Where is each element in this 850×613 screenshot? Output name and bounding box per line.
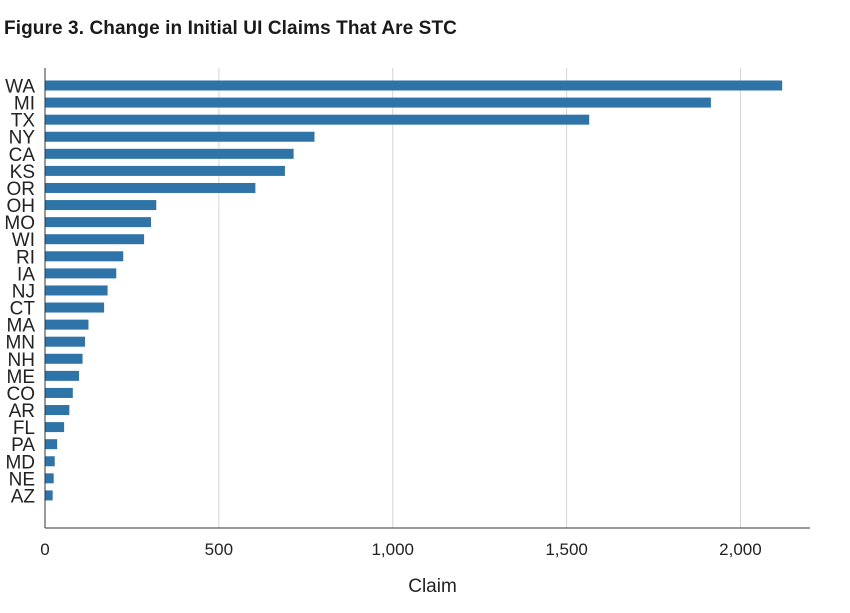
category-label-pa: PA [11,435,35,456]
x-tick-label-0: 0 [40,540,49,559]
bar-co [45,387,73,398]
category-label-ks: KS [10,162,35,183]
bar-ri [45,251,124,262]
bar-ia [45,268,117,279]
category-label-ar: AR [9,401,35,422]
bar-nj [45,285,108,296]
bar-mi [45,97,711,108]
x-tick-label-1: 500 [205,540,233,559]
category-label-co: CO [7,384,36,405]
category-label-ia: IA [17,264,35,285]
bar-ct [45,302,105,313]
bar-wi [45,234,145,245]
bar-mn [45,336,85,347]
category-label-wi: WI [12,230,35,251]
bar-ma [45,319,89,330]
x-tick-label-3: 1,500 [545,540,588,559]
category-label-fl: FL [13,418,35,439]
category-label-mo: MO [4,213,35,234]
bar-me [45,370,80,381]
category-label-az: AZ [11,486,36,507]
category-label-or: OR [7,179,36,200]
bar-ne [45,473,54,484]
category-label-ri: RI [16,247,35,268]
x-axis-title: Claim [408,576,457,597]
x-tick-label-4: 2,000 [719,540,762,559]
bar-ks [45,165,285,176]
figure-title: Figure 3. Change in Initial UI Claims Th… [4,18,457,39]
bar-or [45,182,256,193]
category-label-wa: WA [5,77,35,98]
bar-ar [45,405,70,416]
x-tick-labels: 0 500 1,000 1,500 2,000 [40,540,761,559]
category-label-me: ME [7,367,36,388]
category-labels: WAMITXNYCAKSOROHMOWIRIIANJCTMAMNNHMECOAR… [4,77,35,508]
category-label-mn: MN [5,333,35,354]
bar-fl [45,422,65,433]
category-label-ny: NY [9,128,36,149]
bar-ny [45,131,315,142]
category-label-ct: CT [10,299,36,320]
category-label-nj: NJ [12,281,35,302]
bar-tx [45,114,590,125]
category-label-oh: OH [7,196,36,217]
category-label-ca: CA [9,145,36,166]
bar-wa [45,80,783,91]
bar-mo [45,217,152,228]
x-tick-label-2: 1,000 [371,540,414,559]
bar-pa [45,439,58,450]
bar-ca [45,148,294,159]
gridlines [218,68,741,528]
bar-az [45,490,53,501]
category-label-ma: MA [7,316,36,337]
bar-oh [45,200,157,211]
category-label-mi: MI [14,94,35,115]
bar-nh [45,353,83,364]
category-label-ne: NE [9,469,35,490]
category-label-md: MD [5,452,35,473]
bar-md [45,456,55,467]
axes [44,68,810,529]
bars [45,80,783,501]
category-label-nh: NH [8,350,35,371]
category-label-tx: TX [11,111,36,132]
